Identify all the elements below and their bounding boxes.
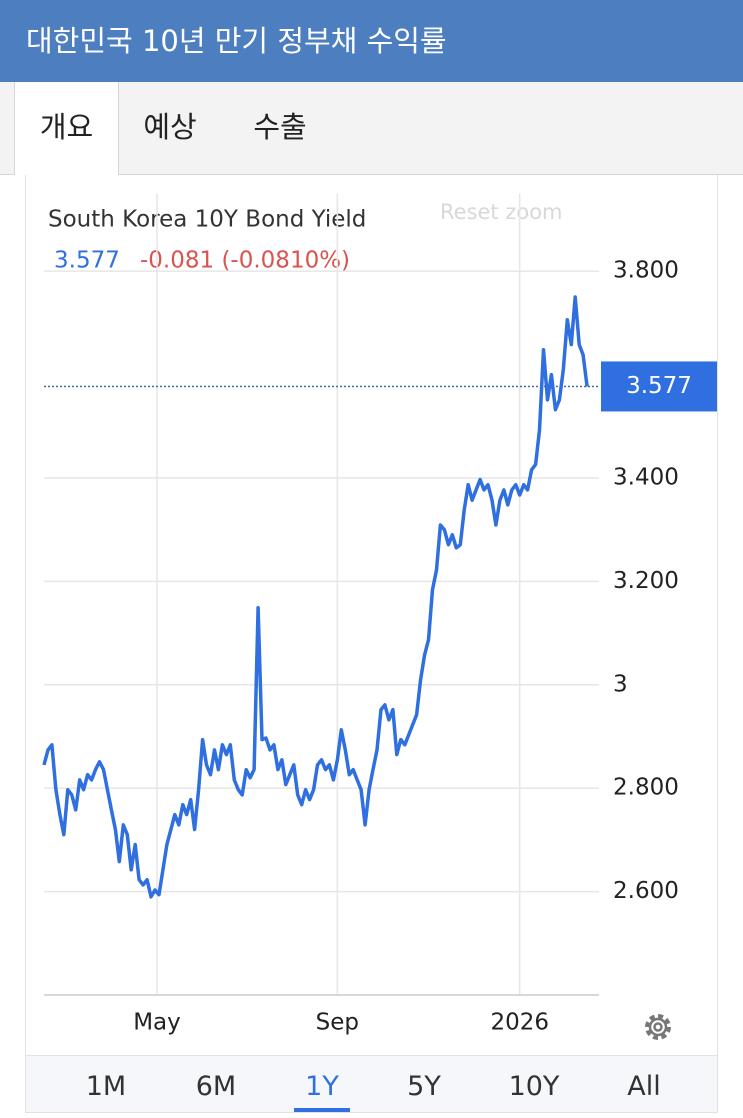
chart-panel (25, 175, 718, 1055)
x-tick-label: 2026 (490, 1010, 549, 1036)
range-button[interactable]: 1Y (282, 1056, 362, 1112)
chart: South Korea 10Y Bond Yield Reset zoom -0… (42, 193, 717, 1040)
legend-value: 3.577 (54, 248, 120, 274)
y-tick-label: 2.600 (613, 878, 679, 904)
settings-icon[interactable] (645, 1014, 671, 1040)
tab[interactable]: 개요 (14, 82, 119, 175)
header-title: 대한민국 10년 만기 정부채 수익률 (0, 0, 743, 82)
tab[interactable]: 수출 (253, 110, 307, 144)
tab-bar: 개요 예상 수출 (0, 82, 743, 175)
range-button[interactable]: All (627, 1071, 661, 1102)
change-label: -0.081 (-0.0810%) (140, 248, 350, 274)
y-tick-label: 3.800 (613, 258, 679, 284)
y-tick-label: 3.200 (613, 568, 679, 594)
last-value-label: 3.577 (626, 373, 692, 399)
range-button[interactable]: 5Y (407, 1071, 441, 1102)
last-value-box (601, 361, 717, 412)
y-tick-label: 3 (613, 671, 628, 697)
y-tick-label: 3.400 (613, 464, 679, 490)
reset-zoom[interactable]: Reset zoom (440, 200, 563, 224)
series-line (42, 295, 589, 899)
x-tick-label: May (133, 1010, 181, 1036)
range-button[interactable]: 1M (85, 1071, 127, 1102)
x-tick-label: Sep (316, 1010, 359, 1036)
y-tick-label: 2.800 (613, 775, 679, 801)
tab[interactable]: 예상 (143, 110, 197, 144)
chart-title: South Korea 10Y Bond Yield (48, 207, 366, 233)
range-button[interactable]: 6M (195, 1071, 237, 1102)
range-bar: 1M 6M 1Y 5Y 10Y All (25, 1055, 718, 1113)
range-button[interactable]: 10Y (508, 1071, 560, 1102)
